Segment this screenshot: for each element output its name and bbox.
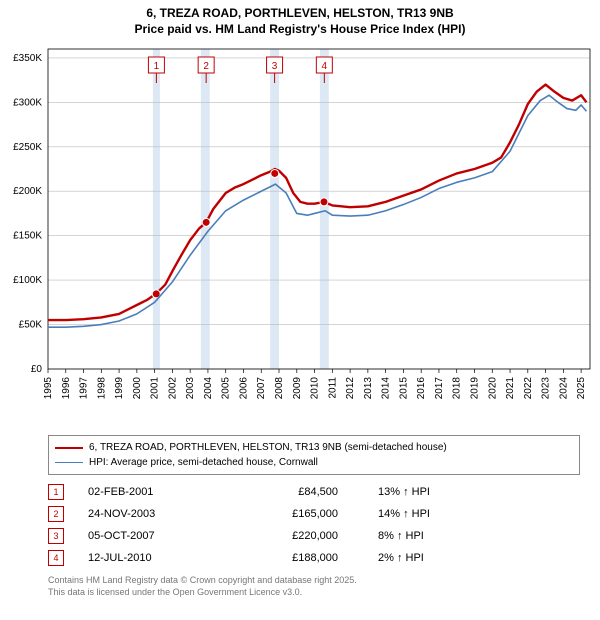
svg-text:2005: 2005 <box>221 377 232 400</box>
legend-label: HPI: Average price, semi-detached house,… <box>89 455 318 470</box>
svg-text:2008: 2008 <box>274 377 285 400</box>
svg-text:2011: 2011 <box>327 377 338 399</box>
marker-pct: 14% ↑ HPI <box>378 508 498 520</box>
marker-pct: 8% ↑ HPI <box>378 530 498 542</box>
svg-text:2003: 2003 <box>185 377 196 400</box>
marker-row: 3 05-OCT-2007£220,0008% ↑ HPI <box>48 525 580 547</box>
svg-text:2010: 2010 <box>310 377 321 400</box>
svg-text:£0: £0 <box>31 364 43 375</box>
legend-item: 6, TREZA ROAD, PORTHLEVEN, HELSTON, TR13… <box>55 440 573 455</box>
footer: Contains HM Land Registry data © Crown c… <box>48 575 580 598</box>
svg-text:2023: 2023 <box>541 377 552 400</box>
legend-swatch <box>55 462 83 463</box>
chart-area: £0 £50K £100K £150K £200K £250K £300K £350K 1995… <box>0 39 600 429</box>
marker-price: £165,000 <box>228 508 378 520</box>
svg-text:2009: 2009 <box>292 377 303 400</box>
chart-title: 6, TREZA ROAD, PORTHLEVEN, HELSTON, TR13… <box>0 0 600 39</box>
markers-table: 1 02-FEB-2001£84,50013% ↑ HPI 2 24-NOV-2003… <box>48 481 580 569</box>
svg-text:1999: 1999 <box>114 377 125 400</box>
svg-text:£200K: £200K <box>13 186 42 197</box>
svg-text:1997: 1997 <box>79 377 90 400</box>
svg-text:2025: 2025 <box>576 377 587 400</box>
svg-text:2021: 2021 <box>505 377 516 400</box>
svg-text:£150K: £150K <box>13 231 42 242</box>
svg-text:2007: 2007 <box>256 377 267 400</box>
marker-date: 05-OCT-2007 <box>88 530 228 542</box>
marker-row: 2 24-NOV-2003£165,00014% ↑ HPI <box>48 503 580 525</box>
marker-badge: 4 <box>48 550 64 566</box>
svg-text:£300K: £300K <box>13 98 42 109</box>
marker-badge: 1 <box>48 484 64 500</box>
legend: 6, TREZA ROAD, PORTHLEVEN, HELSTON, TR13… <box>48 435 580 475</box>
footer-line-2: This data is licensed under the Open Gov… <box>48 587 580 599</box>
svg-text:3: 3 <box>272 61 278 72</box>
legend-label: 6, TREZA ROAD, PORTHLEVEN, HELSTON, TR13… <box>89 440 447 455</box>
svg-text:1996: 1996 <box>61 377 72 400</box>
marker-row: 4 12-JUL-2010£188,0002% ↑ HPI <box>48 547 580 569</box>
title-line-1: 6, TREZA ROAD, PORTHLEVEN, HELSTON, TR13… <box>0 6 600 22</box>
marker-badge: 2 <box>48 506 64 522</box>
svg-text:2015: 2015 <box>398 377 409 400</box>
marker-pct: 2% ↑ HPI <box>378 552 498 564</box>
legend-item: HPI: Average price, semi-detached house,… <box>55 455 573 470</box>
marker-date: 12-JUL-2010 <box>88 552 228 564</box>
svg-text:4: 4 <box>322 61 328 72</box>
svg-text:2022: 2022 <box>523 377 534 400</box>
svg-text:2014: 2014 <box>381 377 392 400</box>
svg-text:1998: 1998 <box>96 377 107 400</box>
svg-text:2013: 2013 <box>363 377 374 400</box>
chart-container: 6, TREZA ROAD, PORTHLEVEN, HELSTON, TR13… <box>0 0 600 599</box>
svg-text:2002: 2002 <box>167 377 178 400</box>
svg-text:2001: 2001 <box>150 377 161 400</box>
svg-text:2019: 2019 <box>469 377 480 400</box>
svg-text:£250K: £250K <box>13 142 42 153</box>
svg-text:£100K: £100K <box>13 275 42 286</box>
svg-text:2020: 2020 <box>487 377 498 400</box>
svg-text:2006: 2006 <box>238 377 249 400</box>
marker-badge: 3 <box>48 528 64 544</box>
svg-text:2024: 2024 <box>558 377 569 400</box>
svg-text:£50K: £50K <box>19 320 43 331</box>
svg-text:2017: 2017 <box>434 377 445 400</box>
marker-price: £220,000 <box>228 530 378 542</box>
svg-text:1995: 1995 <box>43 377 54 400</box>
svg-text:£350K: £350K <box>13 53 42 64</box>
marker-row: 1 02-FEB-2001£84,50013% ↑ HPI <box>48 481 580 503</box>
marker-date: 02-FEB-2001 <box>88 486 228 498</box>
svg-text:2004: 2004 <box>203 377 214 400</box>
svg-text:2000: 2000 <box>132 377 143 400</box>
svg-text:2016: 2016 <box>416 377 427 400</box>
legend-swatch <box>55 447 83 449</box>
svg-text:2018: 2018 <box>452 377 463 400</box>
svg-text:2012: 2012 <box>345 377 356 400</box>
marker-pct: 13% ↑ HPI <box>378 486 498 498</box>
svg-text:1: 1 <box>154 61 160 72</box>
footer-line-1: Contains HM Land Registry data © Crown c… <box>48 575 580 587</box>
title-line-2: Price paid vs. HM Land Registry's House … <box>0 22 600 38</box>
marker-price: £188,000 <box>228 552 378 564</box>
svg-text:2: 2 <box>203 61 209 72</box>
chart-svg: £0 £50K £100K £150K £200K £250K £300K £350K 1995… <box>0 39 600 429</box>
marker-date: 24-NOV-2003 <box>88 508 228 520</box>
marker-price: £84,500 <box>228 486 378 498</box>
